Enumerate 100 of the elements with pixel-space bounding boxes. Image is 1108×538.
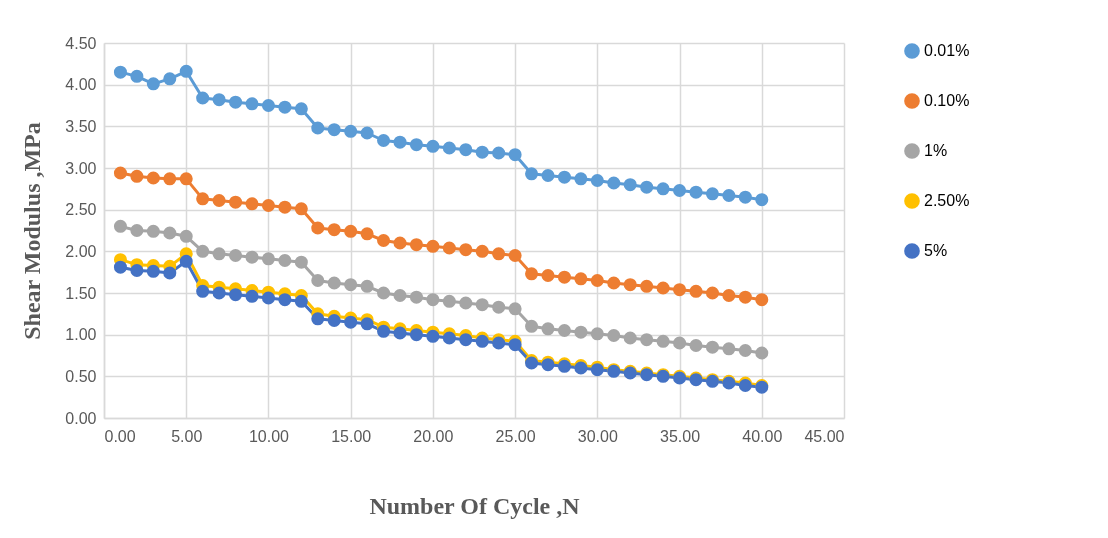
x-tick-label: 20.00 [413, 427, 454, 445]
point [130, 169, 144, 183]
point [113, 219, 127, 233]
point [393, 326, 407, 340]
point [130, 263, 144, 278]
point [459, 243, 473, 257]
point [623, 178, 637, 192]
point [327, 123, 341, 137]
point [229, 248, 243, 263]
point [163, 172, 177, 186]
point [344, 278, 358, 292]
point [574, 172, 588, 186]
point [673, 183, 687, 198]
point [245, 250, 259, 264]
point [196, 91, 210, 105]
point [130, 223, 144, 238]
point [360, 279, 374, 293]
point [377, 233, 391, 248]
point [377, 324, 391, 338]
point [113, 260, 127, 274]
point [590, 327, 604, 341]
point [294, 202, 308, 216]
point [508, 148, 522, 162]
point [344, 224, 358, 238]
point [722, 288, 736, 303]
point [623, 278, 637, 292]
point [640, 180, 654, 194]
y-tick-label: 0.50 [65, 367, 97, 385]
point [656, 281, 670, 295]
point [492, 146, 506, 160]
x-tick-label: 40.00 [742, 427, 783, 445]
point [294, 255, 308, 269]
point [475, 244, 489, 258]
point [656, 334, 670, 348]
point [393, 236, 407, 250]
point [689, 284, 703, 298]
point [212, 93, 226, 107]
point [360, 227, 374, 241]
point [377, 133, 391, 148]
point [459, 333, 473, 347]
y-tick-label: 1.50 [65, 284, 97, 302]
point [525, 267, 539, 281]
y-tick-label: 2.50 [65, 201, 97, 219]
point [311, 221, 325, 235]
point [130, 69, 144, 83]
point [426, 293, 440, 307]
point [755, 346, 769, 360]
point [311, 273, 325, 288]
point [557, 323, 571, 338]
point [442, 331, 456, 345]
point [344, 124, 358, 138]
point [492, 300, 506, 314]
point [278, 253, 292, 268]
point [607, 328, 621, 343]
point [163, 226, 177, 240]
point [179, 64, 193, 78]
point [557, 170, 571, 184]
x-tick-label: 10.00 [248, 427, 290, 445]
point [278, 293, 292, 307]
x-tick-label: 5.00 [171, 427, 203, 445]
point [179, 172, 193, 186]
point [492, 247, 506, 261]
point [360, 126, 374, 140]
point [294, 294, 308, 308]
point [459, 143, 473, 157]
point [229, 195, 243, 209]
point [278, 200, 292, 214]
point [360, 317, 374, 331]
point [541, 168, 555, 183]
legend-label: 2.50% [924, 192, 970, 209]
point [426, 329, 440, 343]
point [113, 166, 127, 180]
y-axis-title: Shear Modulus ,MPa [19, 122, 46, 340]
point [393, 288, 407, 303]
y-tick-label: 0.00 [65, 409, 97, 427]
point [541, 268, 555, 283]
point [229, 95, 243, 109]
point [541, 322, 555, 336]
point [442, 241, 456, 255]
point [475, 145, 489, 159]
point [377, 286, 391, 300]
point [525, 319, 539, 333]
point [212, 247, 226, 261]
point [689, 185, 703, 199]
point [459, 296, 473, 310]
point [409, 328, 423, 342]
point [738, 290, 752, 304]
point [705, 187, 719, 201]
point [294, 102, 308, 116]
x-axis-title: Number Of Cycle ,N [369, 492, 581, 519]
point [738, 343, 752, 358]
point [640, 279, 654, 293]
point [327, 223, 341, 237]
point [409, 290, 423, 304]
point [755, 293, 769, 307]
point [722, 188, 736, 203]
point [179, 229, 193, 243]
y-tick-label: 4.50 [65, 34, 97, 52]
point [705, 286, 719, 300]
legend-label: 5% [924, 242, 948, 259]
